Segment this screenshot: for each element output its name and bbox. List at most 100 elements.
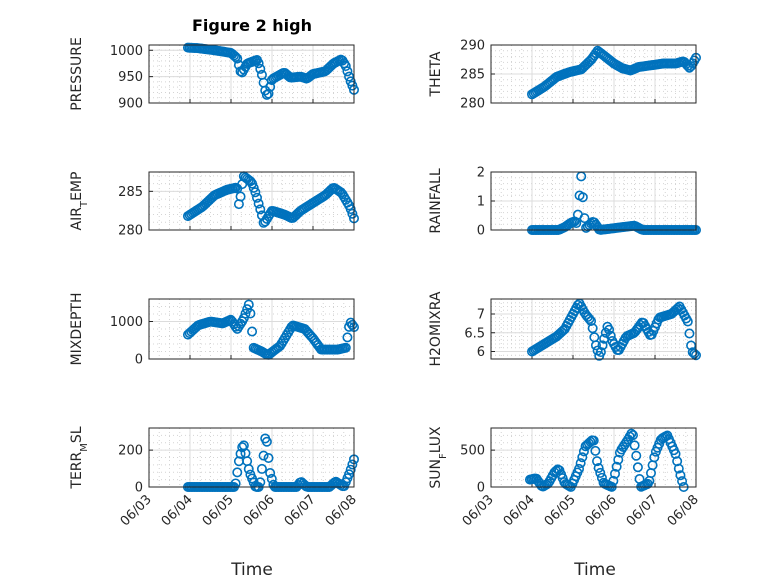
subplot-5: 0 1000 MIXDEPTH [69, 293, 359, 368]
plot-frame [148, 44, 355, 104]
y-tick-label: 0 [135, 481, 143, 496]
y-tick-label: 0 [477, 224, 485, 239]
data-point [611, 461, 622, 472]
data-point [256, 463, 267, 474]
data-point [253, 198, 264, 209]
y-tick-label: 0 [477, 481, 485, 496]
data-point [574, 463, 585, 474]
data-point [582, 58, 593, 69]
data-point [588, 435, 599, 446]
data-point [579, 213, 590, 224]
data-point [247, 178, 258, 189]
data-point [340, 61, 351, 72]
data-point [342, 332, 353, 343]
data-point [604, 324, 615, 335]
data-point [232, 323, 243, 334]
data-point [590, 445, 601, 456]
data-point [265, 81, 276, 92]
data-point [255, 63, 266, 74]
plot-area [148, 427, 355, 488]
data-point [677, 476, 688, 487]
data-point [577, 192, 588, 203]
data-point [592, 456, 603, 467]
data-point [345, 204, 356, 215]
data-point [595, 347, 606, 358]
data-point [263, 452, 274, 463]
y-axis-label-7: TERRMSL [69, 426, 90, 489]
data-point [586, 315, 597, 326]
data-point [689, 348, 700, 359]
data-point [682, 316, 693, 327]
x-axis-label-right: Time [573, 560, 616, 580]
data-point [675, 470, 686, 481]
data-point [682, 60, 693, 71]
data-point [238, 313, 249, 324]
data-point [255, 204, 266, 215]
y-tick-label: 0 [135, 353, 143, 368]
data-point [230, 321, 241, 332]
y-axis-label-6: H2OMIXRA [428, 291, 444, 366]
data-point [542, 478, 553, 489]
data-point [597, 340, 608, 351]
data-point [593, 463, 604, 474]
data-point [240, 308, 251, 319]
data-point [340, 342, 351, 353]
plot-frame [490, 298, 697, 360]
data-point [575, 458, 586, 469]
y-tick-label: 7 [477, 308, 485, 323]
data-point [228, 50, 239, 61]
data-point [347, 208, 358, 219]
y-axis-label-8: SUNFLUX [428, 426, 449, 489]
data-point [248, 182, 259, 193]
data-point [258, 450, 269, 461]
y-tick-label: 950 [118, 70, 143, 85]
data-point [342, 66, 353, 77]
data-point [627, 430, 638, 441]
y-tick-label: 900 [118, 97, 143, 112]
data-point [344, 71, 355, 82]
data-point [243, 464, 254, 475]
x-axis-label-left: Time [230, 560, 273, 580]
y-tick-label: 1 [477, 195, 485, 210]
y-tick-label: 290 [460, 39, 485, 54]
data-point [250, 187, 261, 198]
plot-frame [490, 427, 697, 488]
data-point [608, 475, 619, 486]
data-point [613, 454, 624, 465]
y-tick-label: 285 [118, 185, 143, 200]
data-point [595, 467, 606, 478]
data-point [232, 53, 243, 64]
plot-frame [148, 171, 355, 231]
y-tick-label: 1000 [110, 315, 143, 330]
data-point [577, 452, 588, 463]
data-point [347, 319, 358, 330]
y-axis-label-4: RAINFALL [428, 168, 444, 233]
subplot-4: 0 1 2 RAINFALL [428, 166, 701, 239]
data-point [263, 88, 274, 99]
data-point [619, 439, 630, 450]
data-point [235, 448, 246, 459]
data-point [247, 326, 258, 337]
data-point [232, 467, 243, 478]
data-point [230, 51, 241, 62]
plot-frame [490, 171, 697, 231]
y-tick-label: 1000 [110, 44, 143, 59]
y-tick-label: 2 [477, 166, 485, 181]
y-tick-label: 280 [118, 224, 143, 239]
data-point [230, 478, 241, 489]
data-point [265, 467, 276, 478]
subplot-2: 280 285 290 THETA [428, 39, 701, 112]
data-point [590, 340, 601, 351]
data-point [587, 323, 598, 334]
data-point [621, 436, 632, 447]
data-point [618, 441, 629, 452]
data-point [345, 464, 356, 475]
data-point [605, 330, 616, 341]
y-axis-label-2: THETA [428, 51, 444, 97]
data-point [616, 444, 627, 455]
data-point [253, 58, 264, 69]
y-tick-label: 280 [460, 97, 485, 112]
plot-frame [148, 298, 355, 360]
